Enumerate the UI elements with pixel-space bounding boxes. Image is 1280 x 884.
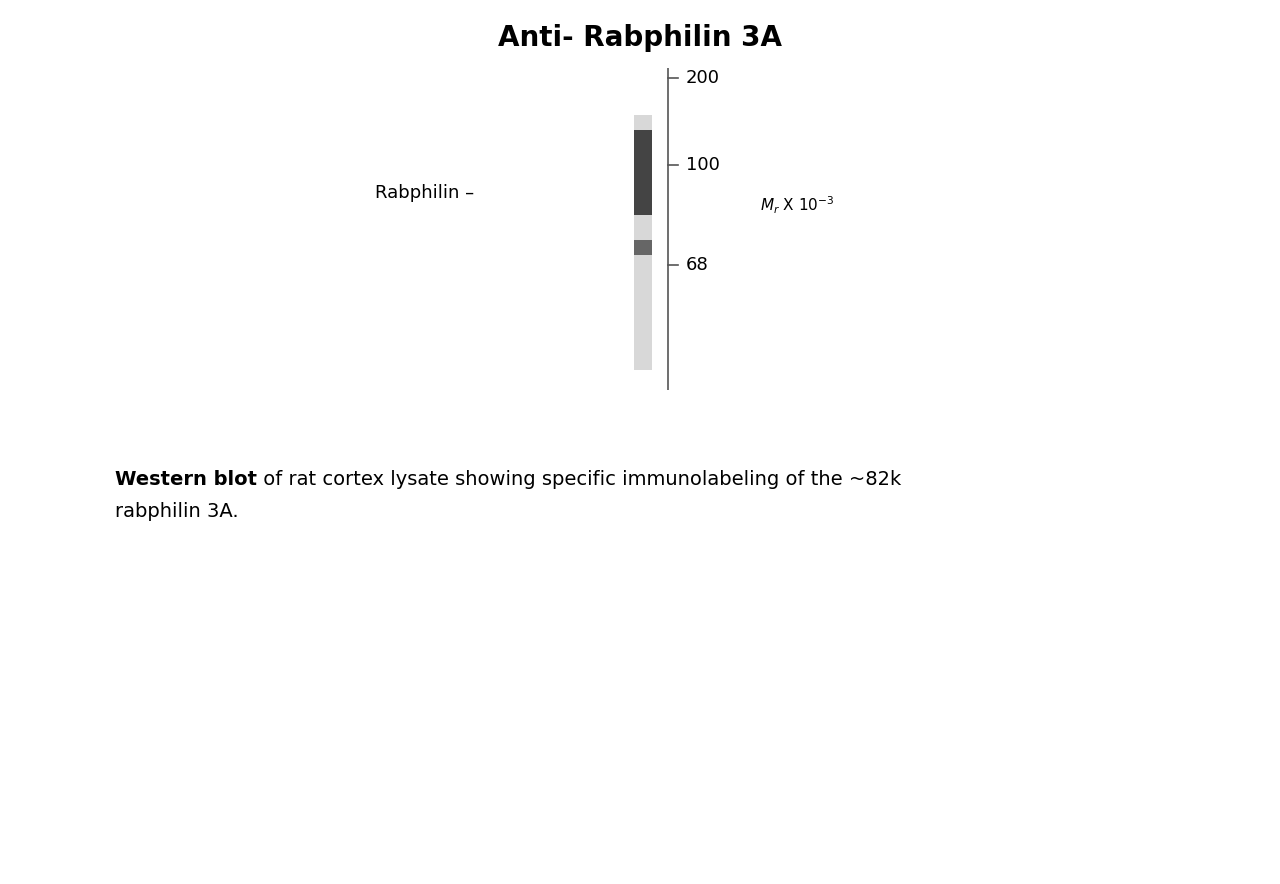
Bar xyxy=(634,240,652,255)
Bar xyxy=(634,130,652,215)
Text: Western blot: Western blot xyxy=(115,470,257,489)
Text: 100: 100 xyxy=(686,156,719,174)
Bar xyxy=(634,115,652,370)
Text: Rabphilin –: Rabphilin – xyxy=(375,184,480,202)
Text: $M_r$ X 10$^{-3}$: $M_r$ X 10$^{-3}$ xyxy=(760,194,835,216)
Text: of rat cortex lysate showing specific immunolabeling of the ~82k: of rat cortex lysate showing specific im… xyxy=(257,470,901,489)
Text: Anti- Rabphilin 3A: Anti- Rabphilin 3A xyxy=(498,24,782,52)
Text: rabphilin 3A.: rabphilin 3A. xyxy=(115,502,238,521)
Text: 200: 200 xyxy=(686,69,719,87)
Text: 68: 68 xyxy=(686,256,709,274)
